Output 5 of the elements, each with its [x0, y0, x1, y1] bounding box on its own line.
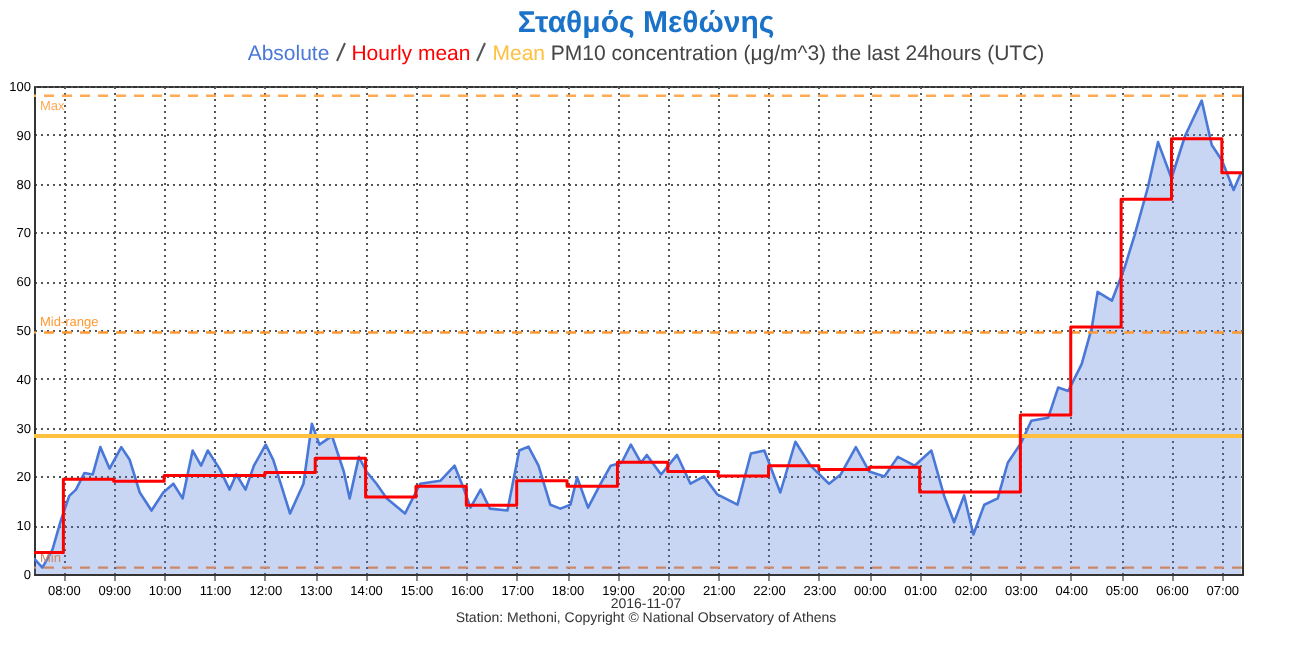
- chart-subtitle: PM10 concentration (μg/m^3) the last 24hours (UTC): [550, 42, 1045, 66]
- chart-title: Σταθμός Μεθώνης: [515, 6, 777, 42]
- ref-line-label: Mean: [492, 42, 545, 66]
- text: Absolute: [247, 42, 330, 66]
- text: Hourly mean: [351, 42, 471, 66]
